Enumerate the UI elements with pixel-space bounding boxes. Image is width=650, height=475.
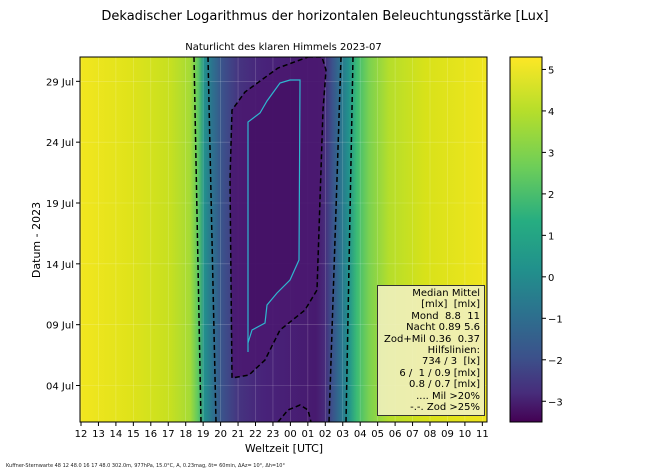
x-axis: 12 13 14 15 16 17 18 19 20 21 22 23 00 01 02 03 04 05 06 07… (75, 422, 489, 440)
y-tick-label: 14 Jul (46, 260, 74, 271)
x-tick-label: 22 (249, 429, 262, 440)
contour-dashed-dusk-2 (207, 57, 217, 422)
y-tick-label: 09 Jul (46, 321, 74, 332)
x-tick-label: 23 (267, 429, 280, 440)
x-tick-label: 12 (75, 429, 88, 440)
legend-box: Median Mittel [mlx] [mlx] Mond 8.8 11 Nacht… (377, 285, 485, 417)
legend-line: -.-. Zod >25% (410, 402, 480, 414)
legend-line: Hilfslinien: (427, 345, 480, 357)
colorbar-tick-label: 0 (548, 273, 554, 284)
legend-line: Zod+Mil 0.36 0.37 (384, 333, 480, 345)
x-tick-label: 20 (214, 429, 227, 440)
colorbar-tick-label: 1 (548, 231, 554, 242)
colorbar-ticks: −3 −2 −1 0 1 2 3 4 5 (542, 65, 563, 408)
colorbar-tick-label: −1 (548, 314, 563, 325)
plot-frame (79, 56, 488, 423)
footer-station-info: Kuffner-Sternwarte 48 12 48.0 16 17 48.0… (6, 463, 285, 469)
y-axis-label: Datum - 2023 (30, 202, 43, 278)
legend-line: .... Mil >20% (416, 390, 480, 402)
x-tick-label: 02 (319, 429, 332, 440)
colorbar-tick-label: −2 (548, 356, 563, 367)
x-tick-label: 00 (284, 429, 297, 440)
colorbar-tick-label: 5 (548, 65, 554, 76)
chart-title: Dekadischer Logarithmus der horizontalen… (101, 9, 549, 24)
x-tick-label: 06 (389, 429, 402, 440)
x-tick-label: 03 (336, 429, 349, 440)
colorbar-tick-label: 4 (548, 107, 554, 118)
legend-line: [mlx] [mlx] (421, 299, 480, 311)
x-tick-label: 18 (179, 429, 192, 440)
colorbar-tick-label: −3 (548, 397, 563, 408)
x-tick-label: 04 (354, 429, 367, 440)
x-tick-label: 17 (162, 429, 175, 440)
x-tick-label: 05 (371, 429, 384, 440)
contour-dashed-dawn-2 (345, 57, 354, 422)
y-axis: 04 Jul 09 Jul 14 Jul 19 Jul 24 Jul 29 Jul (46, 77, 80, 393)
colorbar-tick-label: 2 (548, 190, 554, 201)
legend-line: 6 / 1 / 0.9 [mlx] (399, 367, 480, 379)
colorbar (509, 56, 543, 423)
night-darkest-region (248, 80, 300, 352)
x-tick-label: 08 (424, 429, 437, 440)
legend-line: 0.8 / 0.7 [mlx] (409, 379, 480, 391)
y-tick-label: 04 Jul (46, 382, 74, 393)
x-axis-label: Weltzeit [UTC] (245, 442, 323, 455)
y-tick-label: 29 Jul (46, 77, 74, 88)
x-tick-label: 14 (110, 429, 123, 440)
y-tick-label: 19 Jul (46, 199, 74, 210)
contour-dashed-bottom (277, 404, 312, 422)
x-tick-label: 15 (127, 429, 140, 440)
legend-line: Nacht 0.89 5.6 (406, 322, 480, 334)
chart-subtitle: Naturlicht des klaren Himmels 2023-07 (185, 42, 382, 53)
x-tick-label: 13 (92, 429, 105, 440)
x-tick-label: 09 (441, 429, 454, 440)
colorbar-tick-label: 3 (548, 148, 554, 159)
x-tick-label: 01 (301, 429, 314, 440)
contour-dashed-dawn-1 (328, 57, 342, 422)
x-tick-label: 16 (144, 429, 157, 440)
contour-dashed-moon (229, 57, 327, 379)
legend-line: Median Mittel (412, 288, 480, 299)
x-tick-label: 19 (197, 429, 210, 440)
y-tick-label: 24 Jul (46, 138, 74, 149)
legend-line: 734 / 3 [lx] (421, 356, 480, 368)
contour-cyan (247, 79, 301, 352)
x-tick-label: 11 (476, 429, 489, 440)
x-tick-label: 21 (232, 429, 245, 440)
contour-dashed-dusk-1 (193, 57, 202, 422)
x-tick-label: 10 (459, 429, 472, 440)
x-tick-label: 07 (406, 429, 419, 440)
legend-line: Mond 8.8 11 (411, 310, 480, 322)
